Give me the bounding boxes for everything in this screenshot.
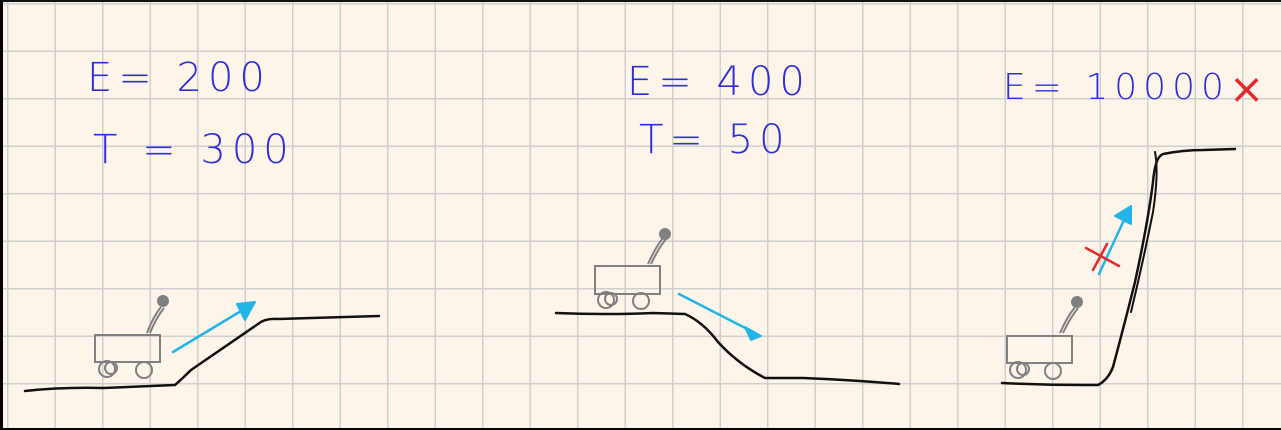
- robot-arm: [149, 307, 165, 334]
- robot-wheel: [135, 361, 153, 379]
- robot-wheel: [1044, 362, 1062, 380]
- panel-2-energy-label: E= 400: [627, 59, 811, 105]
- panel-2-terrain: [554, 311, 901, 386]
- robot-wheel: [98, 360, 116, 378]
- robot-arm: [146, 306, 162, 334]
- panel-1-terrain: [23, 314, 381, 393]
- panel-3-robot: [1006, 296, 1083, 380]
- robot-arm: [647, 237, 664, 265]
- panel-2: [554, 228, 901, 386]
- robot-wheel: [1016, 362, 1030, 376]
- panel-3-terrain: [1000, 147, 1237, 387]
- robot-body: [1006, 335, 1073, 364]
- panel-2-time-label: T= 50: [639, 117, 791, 163]
- robot-arm: [650, 238, 667, 265]
- robot-head: [659, 228, 671, 240]
- panel-1: [23, 295, 381, 393]
- robot-wheel: [597, 291, 615, 309]
- robot-body: [594, 265, 661, 295]
- panel-1-arrow: [171, 301, 256, 354]
- panel-3-invalid-mark: ×: [1229, 64, 1265, 113]
- panel-1-time-label: T = 300: [93, 127, 295, 173]
- panel-2-arrow: [677, 292, 762, 341]
- robot-wheel: [632, 292, 650, 310]
- robot-wheel: [1009, 361, 1027, 379]
- panel-3: [1000, 147, 1237, 387]
- sketch-drawing: [23, 147, 1237, 393]
- panel-3-energy-label: E= 10000: [1003, 67, 1230, 108]
- robot-wheel: [104, 361, 118, 375]
- robot-body: [94, 334, 161, 363]
- panel-1-energy-label: E= 200: [87, 55, 271, 101]
- panel-2-robot: [594, 228, 671, 310]
- robot-wheel: [604, 292, 618, 306]
- panel-3-terrain-edge: [1130, 151, 1158, 313]
- robot-arm: [1059, 306, 1076, 334]
- panel-3-arrow: [1097, 205, 1132, 276]
- panel-1-robot: [94, 295, 169, 379]
- robot-head: [1071, 296, 1083, 308]
- robot-head: [157, 295, 169, 307]
- robot-arm: [1062, 307, 1079, 334]
- panel-3-arrow-cross: [1084, 242, 1121, 272]
